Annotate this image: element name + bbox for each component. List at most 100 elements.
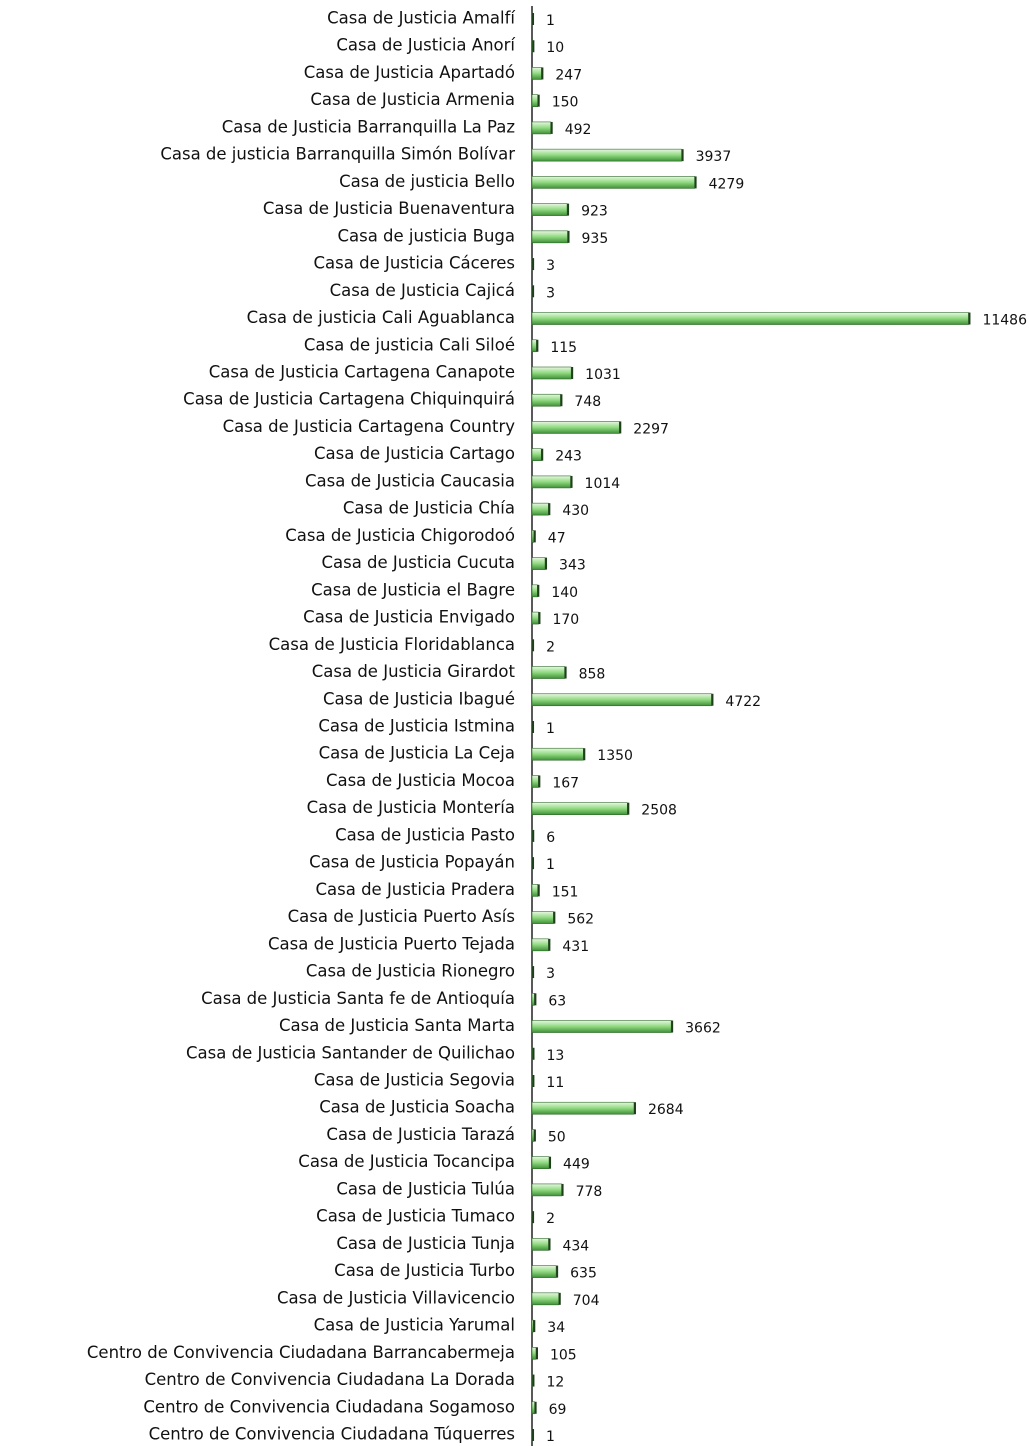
bar: [531, 148, 682, 162]
category-label: Casa de Justicia Pasto: [335, 825, 515, 844]
value-label: 115: [550, 340, 577, 356]
bar: [531, 448, 542, 461]
category-label: Casa de Justicia Chigorodoó: [285, 526, 515, 545]
bar: [531, 121, 551, 135]
category-label: Casa de Justicia Cartagena Country: [223, 417, 516, 436]
bar: [531, 1238, 549, 1251]
bar: [531, 993, 535, 1006]
bar: [531, 884, 539, 897]
category-label: Casa de Justicia Cartagena Canapote: [209, 363, 515, 382]
value-label: 105: [550, 1347, 577, 1363]
value-label: 2297: [633, 421, 669, 437]
value-label: 431: [562, 939, 589, 955]
category-label: Casa de Justicia Santa fe de Antioquía: [201, 989, 515, 1008]
category-label: Casa de Justicia Girardot: [312, 662, 516, 681]
value-label: 1031: [585, 367, 621, 383]
category-label: Centro de Convivencia Ciudadana Túquerre…: [149, 1425, 515, 1444]
bar: [531, 1156, 550, 1169]
bar: [531, 1265, 557, 1278]
category-label: Casa de Justicia Pradera: [315, 880, 515, 899]
value-label: 243: [555, 449, 582, 465]
bar: [531, 366, 572, 380]
bar: [531, 802, 628, 815]
value-label: 10: [546, 40, 564, 56]
value-label: 430: [562, 503, 589, 519]
value-label: 47: [548, 530, 566, 546]
bar: [531, 502, 549, 516]
value-label: 935: [582, 231, 609, 247]
value-label: 1: [546, 857, 555, 873]
category-label: Casa de Justicia Amalfí: [327, 9, 516, 28]
value-label: 170: [552, 612, 579, 628]
category-label: Casa de Justicia Envigado: [303, 608, 515, 627]
value-label: 3: [546, 966, 555, 982]
category-label: Casa de Justicia Santander de Quilichao: [186, 1043, 515, 1062]
category-label: Casa de Justicia Segovia: [314, 1071, 515, 1090]
bar: [531, 67, 542, 80]
bar: [531, 339, 537, 353]
value-label: 2508: [641, 803, 677, 819]
value-label: 2: [546, 1211, 555, 1227]
bar: [531, 475, 571, 489]
bar: [531, 775, 539, 788]
value-label: 4722: [725, 694, 761, 710]
bar: [531, 584, 538, 598]
bar: [531, 230, 568, 244]
value-label: 13: [546, 1048, 564, 1064]
category-label: Casa de Justicia Floridablanca: [269, 635, 515, 654]
category-label: Casa de Justicia Popayán: [309, 853, 515, 872]
bar: [531, 1347, 537, 1360]
category-label: Casa de Justicia Puerto Tejada: [268, 934, 515, 953]
value-label: 12: [546, 1375, 564, 1391]
bar: [531, 1401, 535, 1415]
value-label: 150: [552, 95, 579, 111]
bar: [531, 94, 538, 107]
category-label: Casa de Justicia Santa Marta: [279, 1016, 515, 1035]
category-label: Casa de Justicia Tunja: [336, 1234, 515, 1253]
category-label: Casa de Justicia Tocancipa: [298, 1152, 515, 1171]
value-label: 343: [559, 558, 586, 574]
value-label: 434: [562, 1238, 589, 1254]
bar: [531, 611, 539, 625]
value-label: 69: [549, 1402, 567, 1418]
bar: [531, 421, 620, 434]
category-label: Casa de Justicia el Bagre: [311, 580, 515, 599]
value-label: 635: [570, 1266, 597, 1282]
bar: [531, 938, 549, 952]
value-label: 151: [552, 884, 579, 900]
bar: [531, 1020, 672, 1033]
value-label: 858: [579, 667, 606, 683]
value-label: 6: [546, 830, 555, 846]
category-label: Casa de Justicia Yarumal: [314, 1316, 515, 1335]
bar: [531, 1183, 562, 1197]
category-label: Casa de justicia Barranquilla Simón Bolí…: [160, 145, 515, 164]
category-label: Casa de Justicia Armenia: [310, 90, 515, 109]
category-label: Casa de Justicia Cartago: [314, 444, 515, 463]
category-label: Centro de Convivencia Ciudadana Barranca…: [87, 1343, 515, 1362]
category-label: Casa de justicia Cali Aguablanca: [247, 308, 515, 327]
value-label: 247: [555, 67, 582, 83]
bar: [531, 693, 712, 707]
category-label: Casa de Justicia Ibagué: [323, 689, 515, 708]
value-label: 1350: [597, 748, 633, 764]
category-label: Casa de Justicia Cucuta: [321, 553, 515, 572]
value-label: 50: [548, 1129, 566, 1145]
bar: [531, 176, 695, 189]
value-label: 63: [548, 993, 566, 1009]
category-label: Casa de Justicia Soacha: [319, 1098, 515, 1117]
value-label: 1: [546, 1429, 555, 1445]
bar: [531, 666, 565, 679]
value-label: 167: [552, 775, 579, 791]
category-label: Centro de Convivencia Ciudadana Sogamoso: [143, 1397, 515, 1416]
value-label: 3: [546, 258, 555, 274]
category-label: Casa de Justicia Caucasia: [305, 471, 515, 490]
value-label: 2684: [648, 1102, 684, 1118]
category-label: Casa de Justicia Apartadó: [304, 63, 515, 82]
bar: [531, 1319, 534, 1333]
category-label: Casa de Justicia Tarazá: [326, 1125, 515, 1144]
category-label: Casa de Justicia Mocoa: [326, 771, 515, 790]
bar: [531, 203, 568, 216]
value-label: 3937: [696, 149, 732, 165]
category-label: Casa de justicia Buga: [337, 226, 515, 245]
